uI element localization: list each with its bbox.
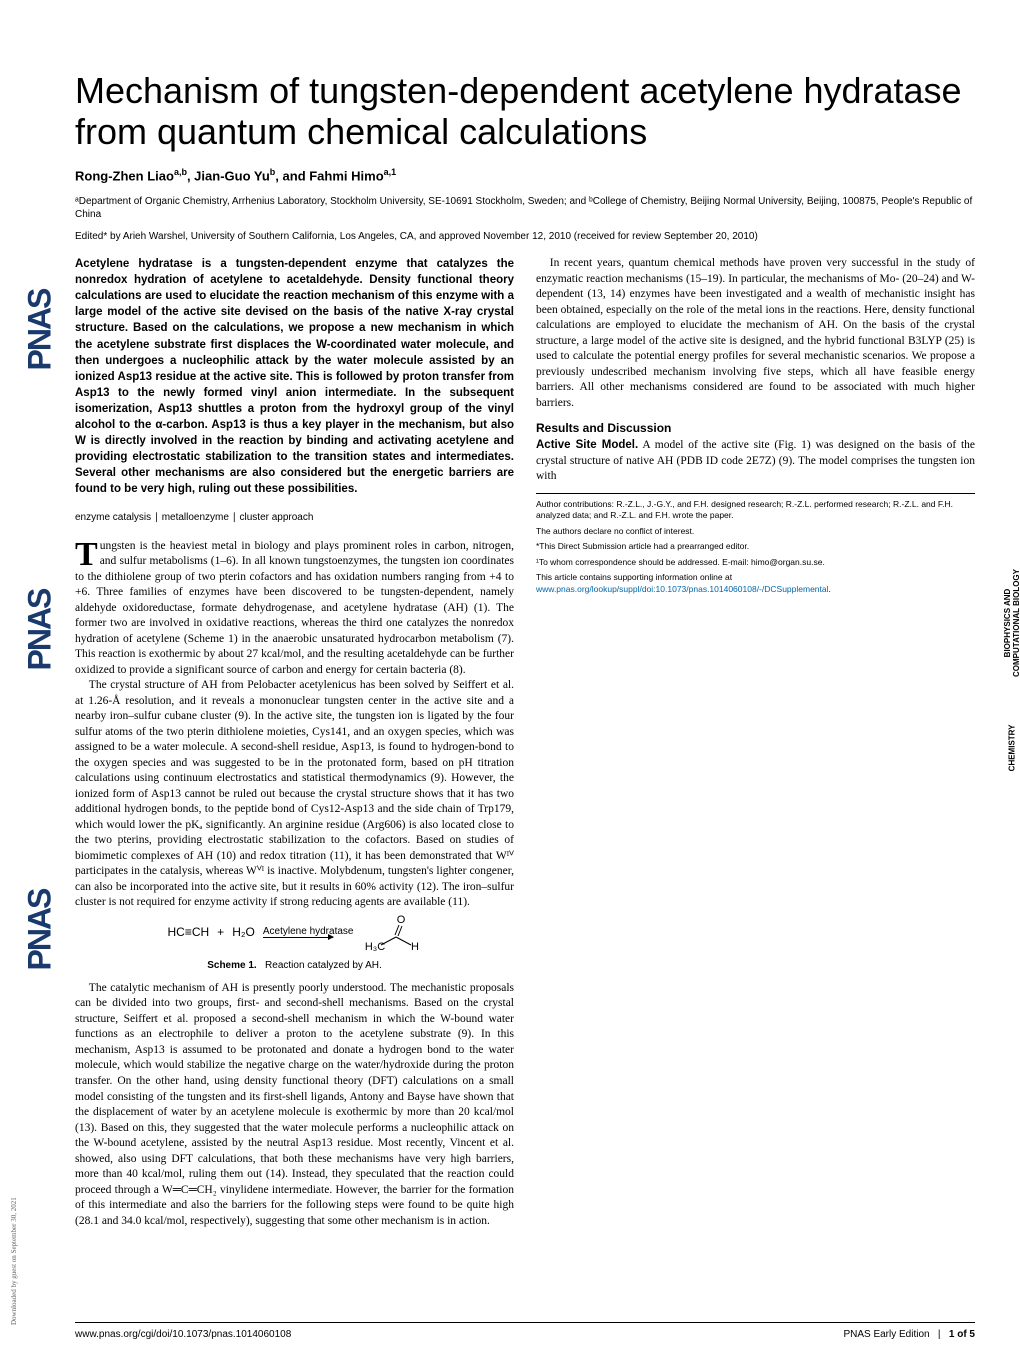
footnote-text: This article contains supporting informa… — [536, 572, 732, 582]
keywords: enzyme catalysis ∣ metalloenzyme ∣ clust… — [75, 512, 514, 523]
side-cat-text: COMPUTATIONAL BIOLOGY — [1012, 569, 1020, 677]
dropcap: T — [75, 539, 100, 570]
scheme-1: HC≡CH + H₂O Acetylene hydratase O H₃C — [75, 911, 514, 971]
arrow-top-label: Acetylene — [263, 926, 307, 937]
footnote: Author contributions: R.-Z.L., J.-G.Y., … — [536, 499, 975, 522]
oxygen-label: O — [397, 914, 406, 926]
footer-page-info: PNAS Early Edition | 1 of 5 — [843, 1329, 975, 1340]
reactant: H₂O — [232, 925, 255, 939]
footnote-text: . — [829, 584, 831, 594]
si-link[interactable]: www.pnas.org/lookup/suppl/doi:10.1073/pn… — [536, 584, 829, 594]
author-name: , and Fahmi Himo — [275, 168, 383, 183]
product-structure: O H₃C H — [361, 911, 421, 954]
paragraph: The catalytic mechanism of AH is present… — [75, 981, 514, 1229]
side-cat-text: BIOPHYSICS AND — [1003, 589, 1012, 658]
author-name: Rong-Zhen Liao — [75, 168, 174, 183]
paragraph: In recent years, quantum chemical method… — [536, 256, 975, 411]
footer-edition: PNAS Early Edition — [843, 1329, 929, 1340]
download-note: Downloaded by guest on September 30, 202… — [10, 1197, 18, 1325]
two-column-body: Acetylene hydratase is a tungsten-depend… — [75, 256, 975, 1241]
affiliations: ᵃDepartment of Organic Chemistry, Arrhen… — [75, 195, 975, 221]
plus-sign: + — [217, 925, 224, 939]
side-category-biophysics: BIOPHYSICS AND COMPUTATIONAL BIOLOGY — [1003, 569, 1020, 677]
page-footer: www.pnas.org/cgi/doi/10.1073/pnas.101406… — [75, 1322, 975, 1340]
pnas-logo: PNAS — [22, 630, 59, 670]
author-name: , Jian-Guo Yu — [187, 168, 270, 183]
paragraph-text: ungsten is the heaviest metal in biology… — [75, 540, 514, 676]
pnas-logo: PNAS — [22, 330, 59, 370]
subsection-heading: Active Site Model. — [536, 439, 638, 451]
footnote: This article contains supporting informa… — [536, 572, 975, 595]
footnote: ¹To whom correspondence should be addres… — [536, 557, 975, 568]
edited-by-line: Edited* by Arieh Warshel, University of … — [75, 231, 975, 242]
section-heading: Results and Discussion — [536, 421, 975, 435]
reaction-arrow: Acetylene hydratase — [263, 926, 354, 938]
author-affil-sup: a,b — [174, 167, 187, 177]
pnas-sidebar: PNAS PNAS PNAS — [20, 200, 60, 1100]
footnote: *This Direct Submission article had a pr… — [536, 541, 975, 552]
reaction-equation: HC≡CH + H₂O Acetylene hydratase O H₃C — [168, 911, 422, 954]
paragraph: Active Site Model. A model of the active… — [536, 438, 975, 485]
abstract: Acetylene hydratase is a tungsten-depend… — [75, 256, 514, 497]
footnotes: Author contributions: R.-Z.L., J.-G.Y., … — [536, 493, 975, 595]
paragraph: Tungsten is the heaviest metal in biolog… — [75, 539, 514, 679]
h-label: H — [412, 941, 420, 951]
aldehyde-svg: O H₃C H — [365, 911, 421, 951]
authors-line: Rong-Zhen Liaoa,b, Jian-Guo Yub, and Fah… — [75, 167, 975, 183]
scheme-caption: Scheme 1. Reaction catalyzed by AH. — [75, 960, 514, 971]
scheme-caption-text: Reaction catalyzed by AH. — [265, 960, 382, 971]
pnas-logo: PNAS — [22, 930, 59, 970]
article-title: Mechanism of tungsten-dependent acetylen… — [75, 70, 975, 153]
page-content: Mechanism of tungsten-dependent acetylen… — [75, 70, 975, 1241]
arrow-line — [263, 937, 333, 938]
body-text: Tungsten is the heaviest metal in biolog… — [75, 539, 514, 911]
paragraph: The crystal structure of AH from Pelobac… — [75, 678, 514, 911]
ch3-label: H₃C — [365, 941, 385, 951]
footnote: The authors declare no conflict of inter… — [536, 526, 975, 537]
author-affil-sup: a,1 — [384, 167, 397, 177]
reactant: HC≡CH — [168, 925, 210, 939]
side-category-chemistry: CHEMISTRY — [1008, 725, 1017, 772]
footer-page-number: 1 of 5 — [949, 1329, 975, 1340]
scheme-number: Scheme 1. — [207, 960, 256, 971]
footer-doi: www.pnas.org/cgi/doi/10.1073/pnas.101406… — [75, 1329, 291, 1340]
